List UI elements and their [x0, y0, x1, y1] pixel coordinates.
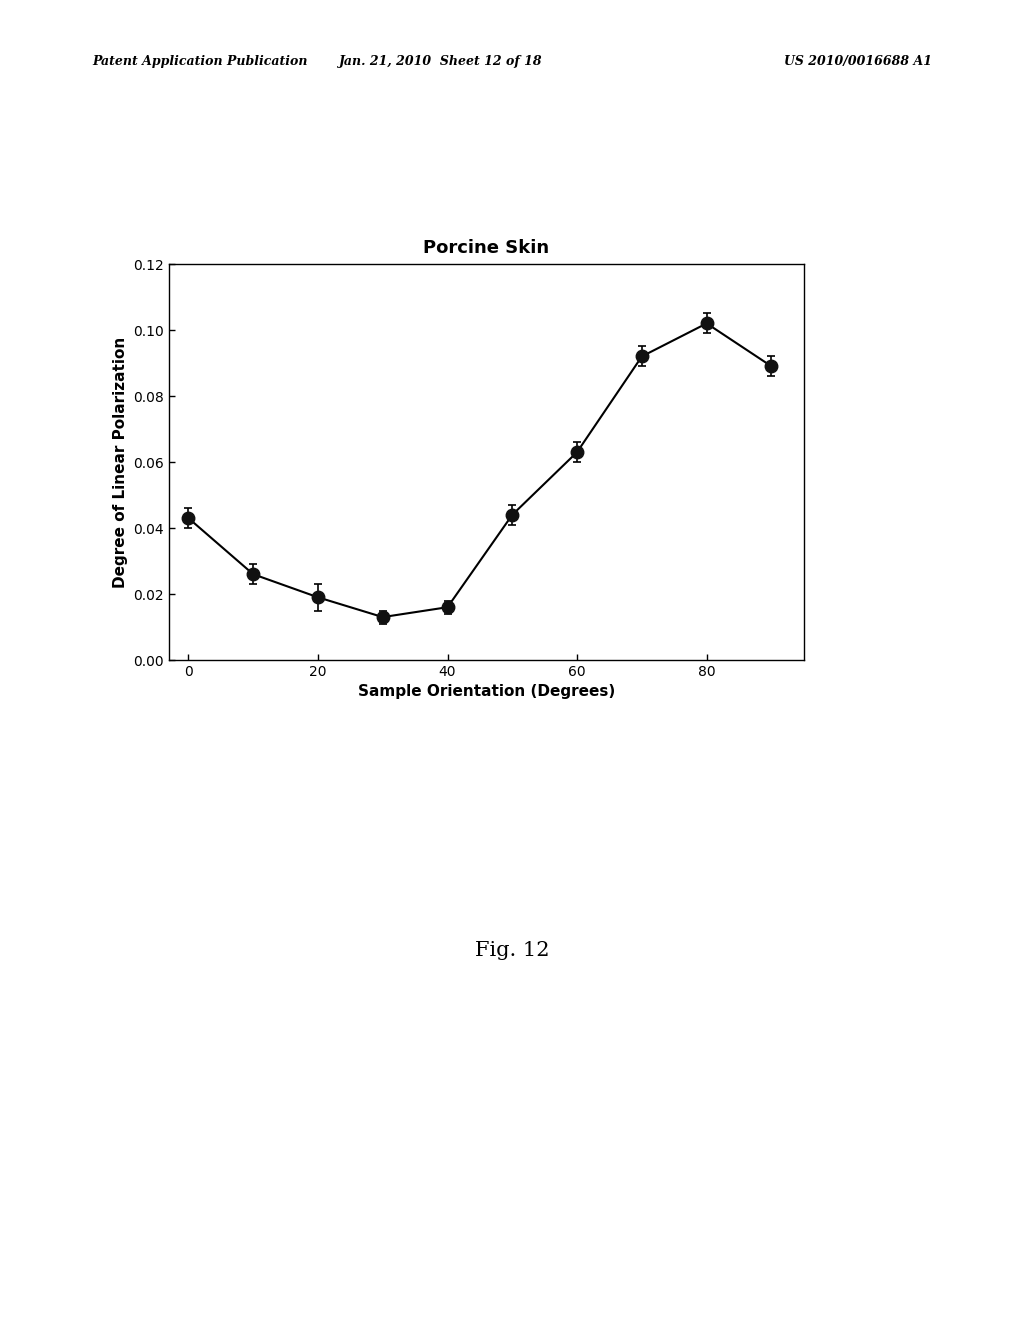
Title: Porcine Skin: Porcine Skin — [423, 239, 550, 257]
Text: Patent Application Publication: Patent Application Publication — [92, 55, 307, 69]
Text: Jan. 21, 2010  Sheet 12 of 18: Jan. 21, 2010 Sheet 12 of 18 — [339, 55, 542, 69]
Text: US 2010/0016688 A1: US 2010/0016688 A1 — [783, 55, 932, 69]
Text: Fig. 12: Fig. 12 — [475, 941, 549, 960]
Y-axis label: Degree of Linear Polarization: Degree of Linear Polarization — [113, 337, 128, 587]
X-axis label: Sample Orientation (Degrees): Sample Orientation (Degrees) — [357, 684, 615, 700]
